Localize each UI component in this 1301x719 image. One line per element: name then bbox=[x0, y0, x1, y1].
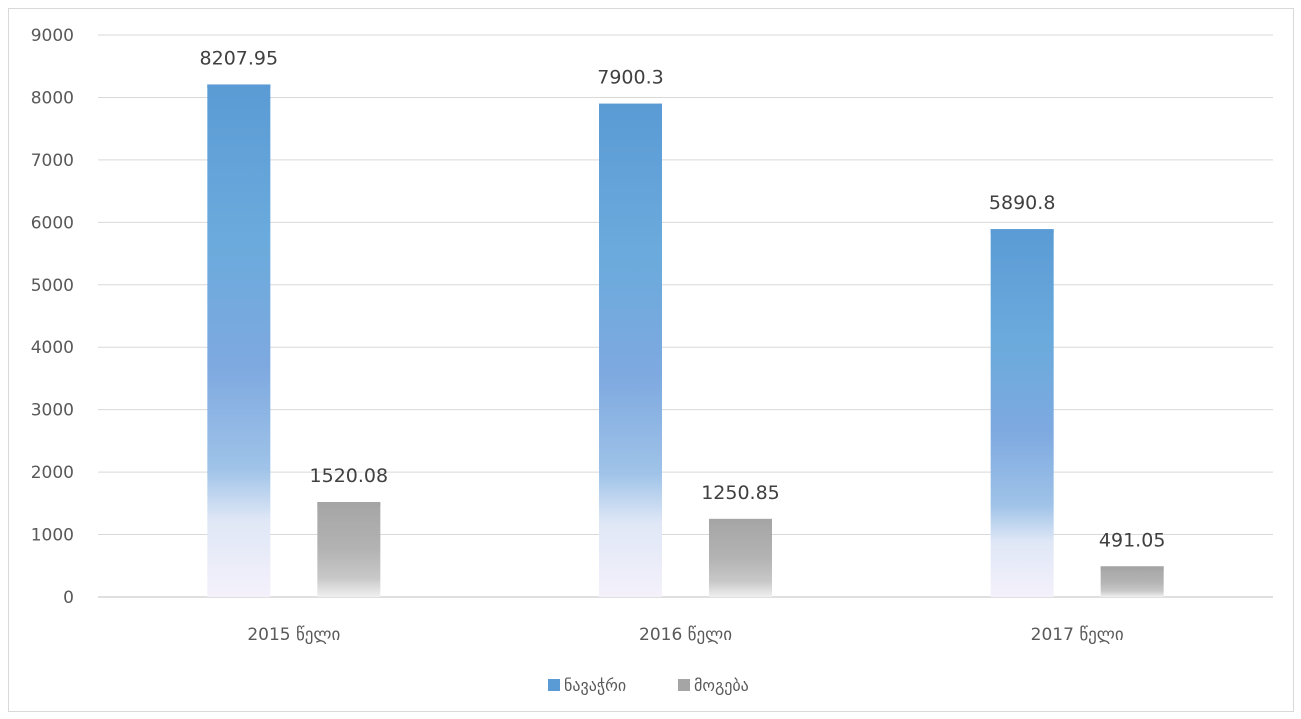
y-tick-label: 4000 bbox=[31, 338, 74, 358]
bar bbox=[599, 103, 662, 597]
bar bbox=[317, 502, 381, 597]
data-labels: 8207.95 7900.3 5890.8 1520.08 1250.85 491.05 bbox=[200, 47, 1166, 551]
bar-cap bbox=[207, 84, 271, 89]
data-label: 8207.95 bbox=[200, 47, 279, 69]
bar-cap bbox=[317, 502, 381, 507]
data-label: 1250.85 bbox=[701, 482, 780, 504]
bar-cap bbox=[709, 518, 772, 523]
x-tick-label: 2016 წელი bbox=[639, 625, 732, 645]
data-label: 1520.08 bbox=[310, 465, 389, 487]
x-tick-label: 2015 წელი bbox=[247, 625, 340, 645]
bars bbox=[207, 84, 1164, 598]
y-tick-label: 8000 bbox=[31, 88, 74, 108]
bar-cap bbox=[1100, 566, 1164, 571]
data-label: 7900.3 bbox=[597, 67, 663, 89]
bar bbox=[709, 518, 772, 597]
y-tick-label: 1000 bbox=[31, 526, 74, 546]
y-tick-label: 9000 bbox=[31, 26, 74, 46]
legend-label: ნავაჭრი bbox=[564, 676, 626, 695]
bar bbox=[1100, 566, 1164, 597]
x-axis-labels: 2015 წელი 2016 წელი 2017 წელი bbox=[247, 625, 1123, 645]
y-tick-label: 6000 bbox=[31, 213, 74, 233]
bar bbox=[207, 84, 271, 598]
data-label: 5890.8 bbox=[989, 192, 1055, 214]
x-tick-label: 2017 წელი bbox=[1031, 625, 1124, 645]
gridlines bbox=[98, 34, 1273, 598]
y-tick-label: 5000 bbox=[31, 276, 74, 296]
bar-cap bbox=[990, 229, 1054, 234]
legend-swatch bbox=[678, 679, 690, 691]
y-tick-label: 3000 bbox=[31, 401, 74, 421]
legend-swatch bbox=[548, 679, 560, 691]
data-label: 491.05 bbox=[1099, 529, 1165, 551]
y-tick-label: 0 bbox=[63, 588, 74, 608]
bar bbox=[990, 229, 1054, 597]
y-tick-label: 2000 bbox=[31, 463, 74, 483]
bar-cap bbox=[599, 103, 662, 108]
legend-label: მოგება bbox=[694, 676, 749, 695]
y-tick-label: 7000 bbox=[31, 151, 74, 171]
y-axis-labels: 0 1000 2000 3000 4000 5000 6000 7000 8000 9000 bbox=[31, 26, 74, 608]
legend: ნავაჭრი მოგება bbox=[548, 676, 749, 695]
